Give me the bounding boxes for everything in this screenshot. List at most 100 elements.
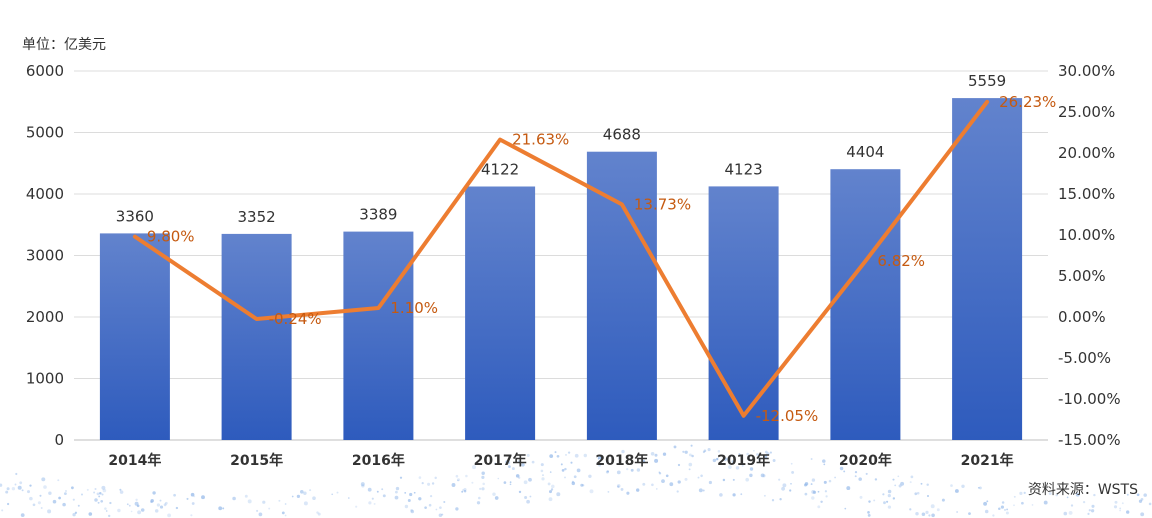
decorative-dot [104, 507, 107, 510]
decorative-dot [515, 474, 520, 478]
decorative-dot [108, 514, 111, 518]
decorative-dot [72, 498, 75, 501]
decorative-dot [137, 510, 142, 515]
decorative-dot [511, 467, 515, 471]
decorative-dot [1075, 492, 1080, 497]
decorative-dot [41, 477, 46, 482]
decorative-dot [571, 481, 576, 486]
decorative-dot [284, 514, 287, 517]
left-tick-label: 5000 [26, 124, 64, 142]
decorative-dot [528, 477, 532, 482]
decorative-dot [882, 493, 885, 496]
decorative-dot [1140, 512, 1145, 517]
decorative-dot [731, 460, 735, 463]
decorative-dot [650, 451, 655, 456]
decorative-dot [810, 483, 813, 486]
decorative-dot [93, 491, 96, 494]
left-tick-label: 0 [54, 431, 64, 449]
decorative-dot [128, 504, 131, 507]
decorative-dot [717, 450, 721, 453]
right-tick-label: 30.00% [1058, 62, 1115, 80]
decorative-dot [984, 509, 989, 514]
decorative-dot [140, 508, 145, 512]
decorative-dot [303, 501, 308, 506]
decorative-dot [956, 511, 958, 513]
decorative-dot [677, 463, 681, 467]
decorative-dot [506, 460, 511, 465]
decorative-dot [65, 490, 67, 492]
decorative-dot [708, 480, 712, 485]
decorative-dot [554, 451, 557, 454]
decorative-dot [817, 490, 820, 493]
decorative-dot [429, 494, 433, 498]
decorative-dot [564, 467, 567, 471]
decorative-dot [790, 462, 793, 465]
decorative-dot [817, 505, 821, 509]
decorative-dot [950, 484, 953, 487]
decorative-dot [1, 509, 4, 512]
decorative-dot [278, 499, 281, 502]
decorative-dot [457, 479, 459, 482]
decorative-dot [373, 502, 376, 505]
x-axis: 2014年 2015年 2016年 2017年 2018年 2019年 2020年 2021年 [108, 452, 1013, 469]
decorative-dot [443, 500, 446, 504]
decorative-dot [630, 468, 634, 472]
decorative-dot [517, 460, 520, 462]
decorative-dot [893, 497, 895, 500]
decorative-dot [716, 457, 719, 461]
decorative-dot [404, 492, 407, 494]
decorative-dot [1114, 500, 1118, 504]
decorative-dot [482, 482, 485, 486]
decorative-dot [40, 507, 43, 509]
decorative-dot [844, 507, 847, 510]
decorative-dot [589, 489, 594, 494]
decorative-dot [428, 503, 432, 507]
decorative-dot [823, 463, 826, 466]
category-label: 2017年 [474, 452, 527, 469]
left-tick-label: 4000 [26, 185, 64, 203]
bar [465, 186, 536, 440]
category-label: 2018年 [595, 452, 648, 469]
decorative-dot [461, 490, 464, 493]
decorative-dot [825, 495, 828, 498]
right-tick-label: -10.00% [1058, 390, 1121, 408]
decorative-dot [1148, 502, 1152, 506]
decorative-dot [472, 465, 476, 470]
decorative-dot [824, 490, 828, 493]
decorative-dot [413, 491, 416, 494]
right-tick-label: 0.00% [1058, 308, 1106, 326]
category-label: 2015年 [230, 452, 283, 469]
decorative-dot [72, 513, 76, 517]
bar-value-label: 3352 [238, 208, 276, 226]
decorative-dot [494, 462, 497, 465]
decorative-dot [548, 497, 553, 502]
decorative-dot [740, 493, 743, 496]
decorative-dot [549, 454, 554, 458]
decorative-dot [1091, 504, 1095, 508]
decorative-dot [96, 492, 100, 496]
decorative-dot [887, 493, 891, 498]
decorative-dot [909, 481, 912, 484]
decorative-dot [968, 512, 971, 515]
right-tick-label: 10.00% [1058, 226, 1115, 244]
decorative-dot [159, 505, 164, 509]
decorative-dot [565, 454, 567, 456]
decorative-dot [598, 463, 602, 467]
decorative-dot [954, 489, 959, 493]
source-label: 资料来源：WSTS [1027, 482, 1138, 498]
decorative-dot [523, 480, 528, 485]
decorative-dot [677, 480, 681, 484]
decorative-dot [741, 464, 744, 467]
decorative-dot [303, 491, 307, 496]
decorative-dot [978, 486, 982, 490]
decorative-dot [21, 489, 24, 492]
decorative-dot [540, 463, 544, 467]
left-tick-label: 2000 [26, 308, 64, 326]
decorative-dot [758, 453, 760, 456]
decorative-dot [763, 494, 766, 497]
decorative-dot-pattern [0, 444, 1152, 518]
decorative-dot [130, 510, 133, 513]
decorative-dot [39, 494, 42, 497]
decorative-dot [697, 476, 700, 479]
decorative-dot [134, 501, 139, 506]
